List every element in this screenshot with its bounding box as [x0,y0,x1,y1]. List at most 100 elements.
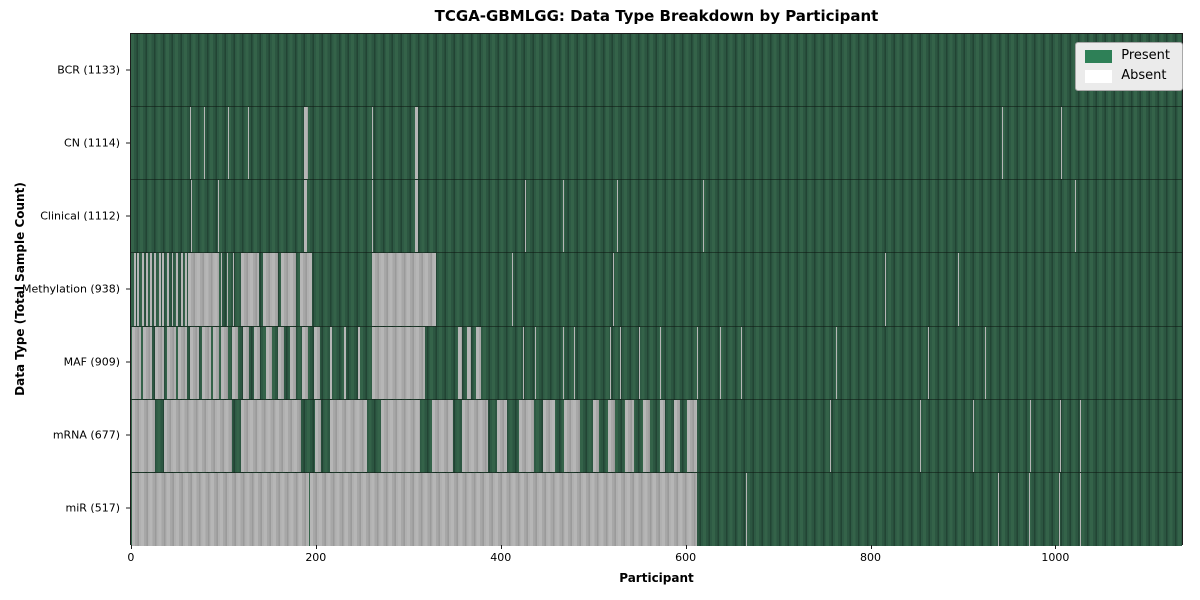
absent-span [985,326,987,399]
absent-span [171,253,174,326]
absent-span [314,399,322,472]
y-tick-label-maf: MAF (909) [63,355,120,369]
absent-span [178,326,188,399]
absent-span [830,399,832,472]
absent-span [240,253,260,326]
absent-span [265,326,273,399]
x-axis-label: Participant [619,571,694,585]
x-tick-label: 0 [127,551,135,564]
absent-span [162,253,165,326]
absent-span [185,253,188,326]
absent-span [190,326,200,399]
absent-span [240,399,301,472]
absent-span [609,326,611,399]
absent-span [150,253,153,326]
absent-span [344,326,346,399]
absent-span [525,180,526,253]
absent-span [166,253,169,326]
absent-span [562,180,564,253]
absent-span [431,399,454,472]
absent-span [1002,107,1003,180]
absent-span [957,253,959,326]
x-axis-ticks: 0 200 400 600 800 1000 [127,545,1183,569]
absent-span [231,326,239,399]
absent-span [233,253,235,326]
absent-span [573,326,575,399]
absent-span [740,326,742,399]
x-tick-label: 1000 [1041,551,1070,564]
row-cn [131,107,1182,181]
absent-span [1059,472,1061,546]
row-bcr [131,34,1182,108]
absent-span [562,326,564,399]
absent-span [188,253,219,326]
absent-span [371,107,373,180]
row-maf [131,326,1182,400]
legend-swatch-absent [1085,69,1113,83]
absent-span [217,180,219,253]
absent-span [415,180,418,253]
absent-span [330,326,333,399]
y-tick-label-clinical: Clinical (1112) [40,209,120,223]
absent-span [900,326,902,399]
x-tick-label: 800 [860,551,882,564]
absent-span [253,326,261,399]
absent-span [180,253,183,326]
legend-item-present: Present [1085,49,1170,63]
absent-span [1080,399,1082,472]
y-tick-mark [126,361,130,363]
x-tick-mark [130,545,132,549]
absent-span [1060,399,1062,472]
absent-span [303,107,309,180]
absent-span [1028,472,1030,546]
absent-span [535,326,537,399]
plot-area [130,33,1183,546]
absent-span [330,399,368,472]
y-tick-label-mir: miR (517) [65,501,121,515]
absent-span [202,326,212,399]
absent-span [617,180,619,253]
absent-span [415,107,418,180]
absent-span [512,253,513,326]
absent-span [242,326,250,399]
absent-span [142,326,153,399]
absent-span [221,253,223,326]
x-tick-mark [870,545,872,549]
absent-span [928,326,930,399]
absent-span [262,253,278,326]
y-tick-mark [126,507,130,509]
absent-span [543,399,555,472]
absent-span [466,326,472,399]
y-tick-label-mrna: mRNA (677) [52,428,120,442]
legend-label: Present [1121,48,1170,63]
legend-item-absent: Absent [1085,69,1170,83]
absent-span [154,253,156,326]
absent-span [614,107,616,180]
absent-span [221,326,228,399]
absent-span [248,107,250,180]
absent-span [519,399,535,472]
y-tick-label-cn: CN (1114) [64,136,120,150]
absent-span [190,107,191,180]
absent-span [624,399,634,472]
absent-span [203,107,205,180]
absent-span [357,326,360,399]
absent-span [301,326,309,399]
absent-span [719,326,721,399]
absent-span [310,472,697,546]
y-tick-mark [126,215,130,217]
absent-span [313,326,321,399]
absent-span [1061,107,1063,180]
absent-span [381,399,420,472]
absent-span [643,399,651,472]
absent-span [593,399,599,472]
absent-span [687,399,697,472]
absent-span [835,326,837,399]
x-tick-label: 600 [675,551,697,564]
legend-swatch-present [1085,49,1113,63]
absent-span [166,326,177,399]
y-tick-label-bcr: BCR (1133) [57,63,120,77]
row-mir [131,472,1182,546]
absent-span [131,326,142,399]
